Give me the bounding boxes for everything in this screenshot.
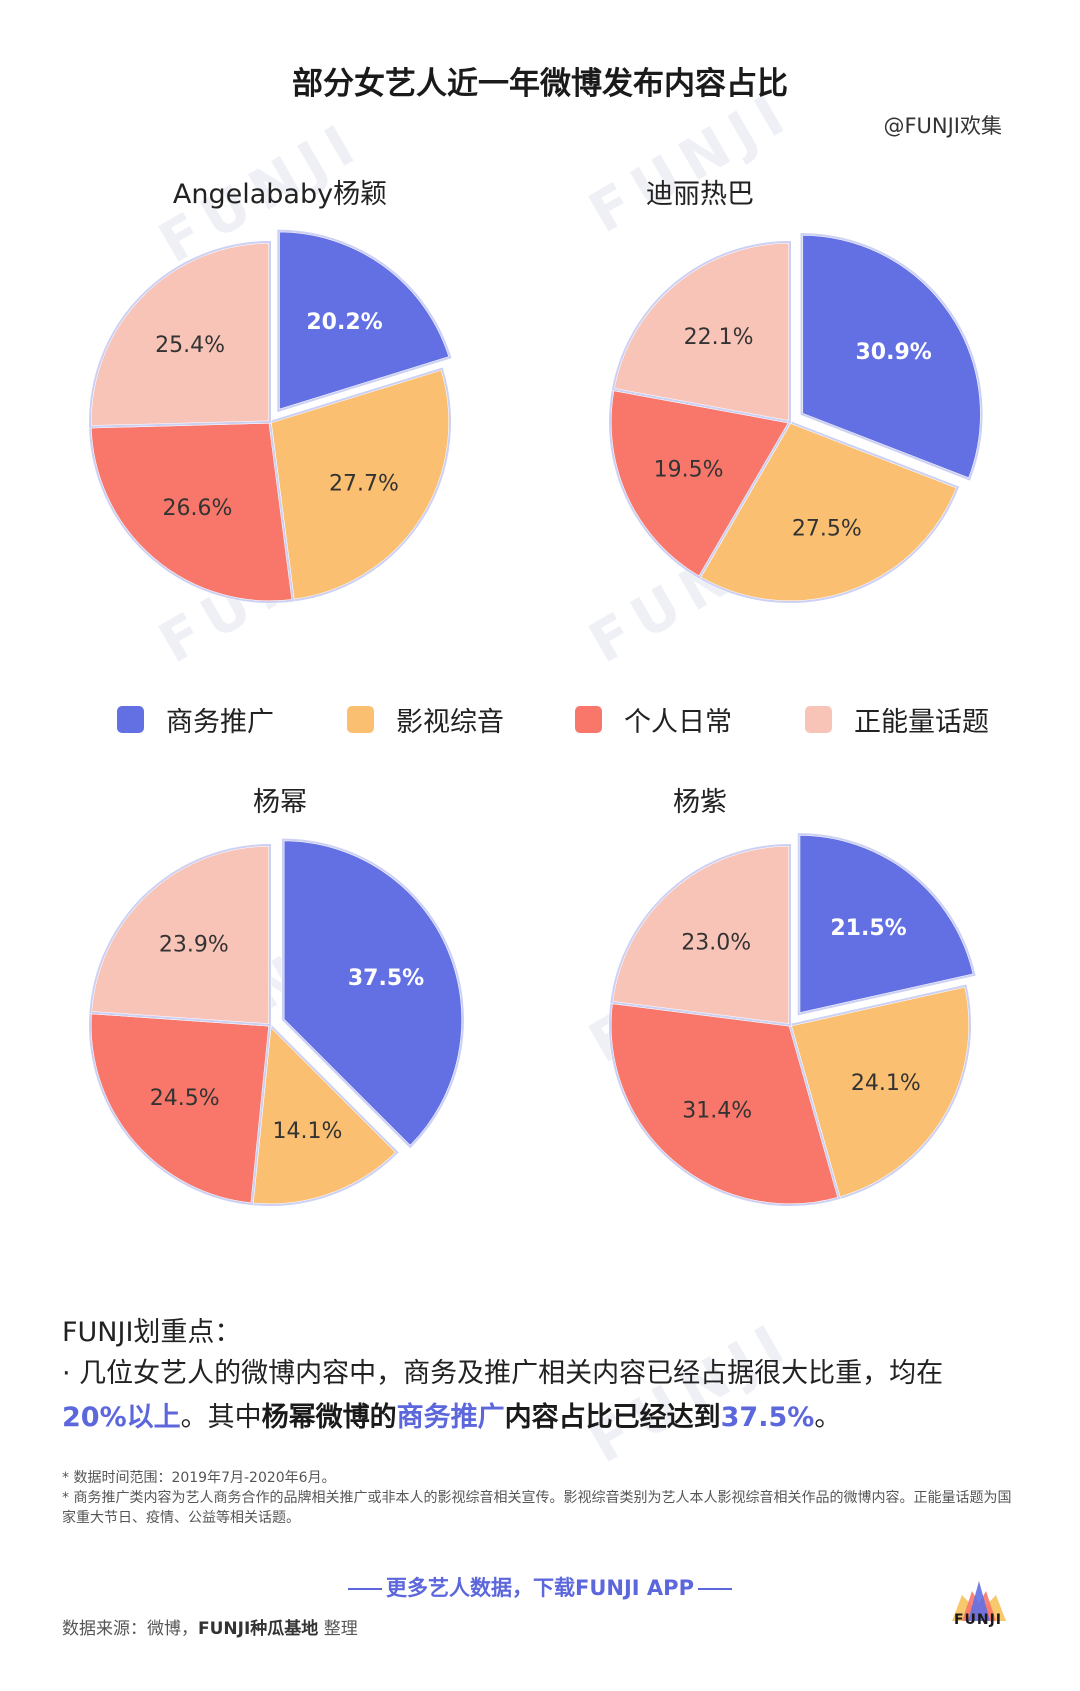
chart-legend: 商务推广 影视综音 个人日常 正能量话题 — [117, 700, 997, 740]
pie-slice-outline — [89, 420, 295, 603]
pie-slice-outline — [89, 240, 271, 428]
cta-dash — [697, 1588, 732, 1590]
legend-label: 正能量话题 — [854, 707, 989, 738]
notes-highlight: 37.5% — [720, 1402, 815, 1433]
pie-data-label: 27.5% — [792, 516, 862, 541]
pie-data-label: 22.1% — [684, 325, 754, 350]
notes-text: · 几位女艺人的微博内容中，商务及推广相关内容已经占据很大比重，均在 — [62, 1358, 944, 1389]
pie-data-label: 20.2% — [306, 310, 382, 335]
logo-text: FUNJI — [953, 1612, 1003, 1628]
pie-slice-outline — [610, 843, 791, 1027]
pie-chart-dilireba: 迪丽热巴 30.9% 27.5% 19.5% 22.1% — [580, 172, 1020, 652]
pie-slice-outline — [697, 420, 960, 603]
legend-item-film: 影视综音 — [347, 700, 504, 739]
pie-chart-yangmi: 杨幂 37.5% 14.1% 24.5% 23.9% — [60, 780, 500, 1260]
pie-slice-outline — [797, 833, 976, 1016]
funji-logo-icon — [952, 1581, 1006, 1621]
pie-slice-outline — [250, 1022, 399, 1206]
legend-label: 商务推广 — [166, 707, 274, 738]
pie-data-label: 23.9% — [159, 932, 229, 957]
legend-swatch — [805, 706, 832, 733]
legend-label: 影视综音 — [396, 707, 504, 738]
data-source: 数据来源：微博，FUNJI种瓜基地 整理 — [62, 1614, 358, 1639]
notes-text: 。 — [814, 1402, 842, 1433]
source-org: FUNJI种瓜基地 — [198, 1619, 319, 1639]
pie-slice-outline — [89, 843, 271, 1027]
pie-slice-outline — [800, 233, 983, 481]
legend-swatch — [575, 706, 602, 733]
legend-label: 个人日常 — [624, 707, 732, 738]
notes-heading: FUNJI划重点： — [62, 1317, 242, 1348]
pie-chart-angelababy: Angelababy杨颖 20.2% 27.7% 26.6% 25.4% — [60, 172, 500, 652]
author-credit: @FUNJI欢集 — [883, 114, 1002, 138]
chart-title: 迪丽热巴 — [646, 179, 754, 210]
pie-data-label: 26.6% — [163, 496, 233, 521]
legend-item-positive: 正能量话题 — [805, 700, 989, 739]
pie-data-label: 24.5% — [150, 1086, 220, 1111]
pie-data-label: 31.4% — [682, 1099, 752, 1124]
chart-title: 杨紫 — [673, 787, 727, 818]
pie-data-label: 14.1% — [273, 1119, 343, 1144]
cta-dash — [348, 1588, 383, 1590]
legend-item-business: 商务推广 — [117, 700, 274, 739]
pie-slice-outline — [609, 1001, 841, 1206]
legend-swatch — [117, 706, 144, 733]
pie-svg: 20.2% 27.7% 26.6% 25.4% — [88, 229, 453, 604]
pie-slice-outline — [277, 229, 452, 413]
notes-highlight: 商务推广 — [396, 1402, 505, 1433]
footnote: * 商务推广类内容为艺人商务合作的品牌相关推广或非本人的影视综音相关宣传。影视综… — [62, 1490, 1012, 1526]
page-title: 部分女艺人近一年微博发布内容占比 — [292, 66, 788, 102]
legend-item-daily: 个人日常 — [575, 700, 732, 739]
legend-swatch — [347, 706, 374, 733]
pie-svg: 37.5% 14.1% 24.5% 23.9% — [88, 838, 465, 1207]
pie-slice-outline — [89, 1011, 272, 1206]
pie-svg: 21.5% 24.1% 31.4% 23.0% — [608, 832, 977, 1207]
notes-bold: 杨幂微博的 — [261, 1402, 397, 1433]
cta-text: 更多艺人数据，下载FUNJI APP — [386, 1576, 694, 1600]
pie-slice-outline — [788, 984, 971, 1200]
download-cta[interactable]: 更多艺人数据，下载FUNJI APP — [0, 1572, 1080, 1602]
notes-body: · 几位女艺人的微博内容中，商务及推广相关内容已经占据很大比重，均在 20%以上… — [62, 1352, 1022, 1440]
notes-highlight: 20%以上 — [62, 1402, 181, 1433]
pie-slice-outline — [609, 388, 792, 579]
chart-title: 杨幂 — [253, 787, 307, 818]
pie-data-label: 23.0% — [681, 930, 751, 955]
chart-title: Angelababy杨颖 — [172, 179, 388, 210]
notes-bold: 内容占比已经达到 — [504, 1402, 721, 1433]
pie-chart-yangzi: 杨紫 21.5% 24.1% 31.4% 23.0% — [580, 780, 1020, 1260]
pie-data-label: 27.7% — [329, 471, 399, 496]
pie-data-label: 37.5% — [348, 966, 424, 991]
pie-slice-outline — [611, 240, 791, 424]
notes-text: 。其中 — [180, 1402, 262, 1433]
pie-svg: 30.9% 27.5% 19.5% 22.1% — [608, 232, 984, 604]
pie-data-label: 25.4% — [155, 333, 225, 358]
pie-data-label: 21.5% — [830, 916, 906, 941]
source-prefix: 数据来源：微博， — [62, 1619, 198, 1639]
pie-slice-outline — [268, 367, 451, 602]
pie-data-label: 24.1% — [851, 1071, 921, 1096]
source-suffix: 整理 — [318, 1619, 358, 1639]
pie-data-label: 19.5% — [654, 458, 724, 483]
footnote: * 数据时间范围：2019年7月-2020年6月。 — [62, 1470, 336, 1486]
pie-data-label: 30.9% — [855, 340, 931, 365]
pie-slice-outline — [281, 838, 464, 1149]
